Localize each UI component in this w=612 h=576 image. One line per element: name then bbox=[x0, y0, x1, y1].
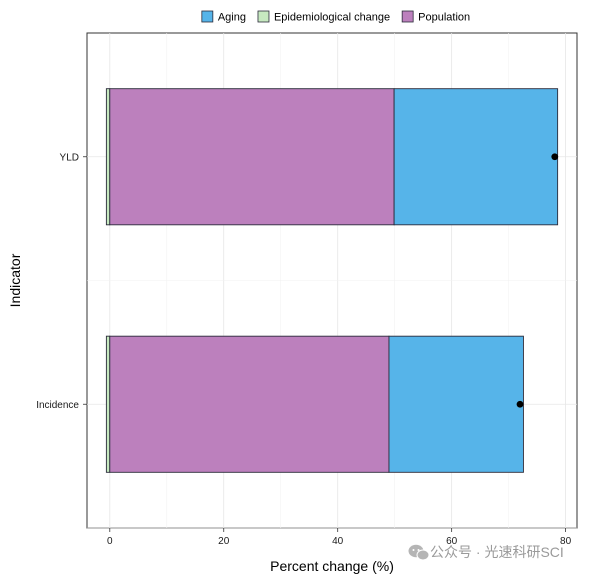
legend: Aging Epidemiological change Population bbox=[201, 10, 470, 24]
y-tick-label: YLD bbox=[60, 152, 79, 163]
x-tick-label: 80 bbox=[560, 536, 572, 547]
legend-item-aging: Aging bbox=[201, 10, 246, 24]
overall-point-incidence bbox=[516, 400, 524, 408]
wechat-icon bbox=[408, 544, 430, 561]
x-tick-label: 60 bbox=[446, 536, 458, 547]
x-tick-label: 20 bbox=[218, 536, 230, 547]
watermark: 公众号 · 光速科研SCI bbox=[408, 544, 564, 561]
legend-label: Population bbox=[418, 12, 470, 24]
legend-label: Epidemiological change bbox=[274, 12, 390, 24]
bar-aging-incidence bbox=[388, 335, 524, 473]
overall-points bbox=[516, 153, 559, 408]
legend-swatch bbox=[401, 10, 414, 23]
legend-swatch bbox=[201, 10, 214, 23]
overall-point-yld bbox=[551, 153, 559, 161]
bar-aging-yld bbox=[393, 88, 559, 226]
x-axis: 0 20 40 60 80 bbox=[107, 528, 572, 547]
y-axis-title: Indicator bbox=[7, 253, 23, 307]
y-tick-label: Incidence bbox=[36, 400, 79, 411]
bars bbox=[105, 88, 559, 473]
x-tick-label: 40 bbox=[332, 536, 344, 547]
x-axis-title: Percent change (%) bbox=[270, 558, 394, 574]
watermark-text: 公众号 · 光速科研SCI bbox=[430, 544, 564, 560]
bar-population-yld bbox=[109, 88, 395, 226]
legend-swatch bbox=[257, 10, 270, 23]
bar-epidemiological-change-incidence bbox=[105, 335, 111, 473]
x-tick-label: 0 bbox=[107, 536, 113, 547]
legend-label: Aging bbox=[218, 12, 246, 24]
legend-item-epidemiological-change: Epidemiological change bbox=[257, 10, 390, 24]
legend-item-population: Population bbox=[401, 10, 470, 24]
bar-population-incidence bbox=[109, 335, 390, 473]
bar-epidemiological-change-yld bbox=[105, 88, 111, 226]
y-axis: YLD Incidence bbox=[36, 152, 87, 411]
